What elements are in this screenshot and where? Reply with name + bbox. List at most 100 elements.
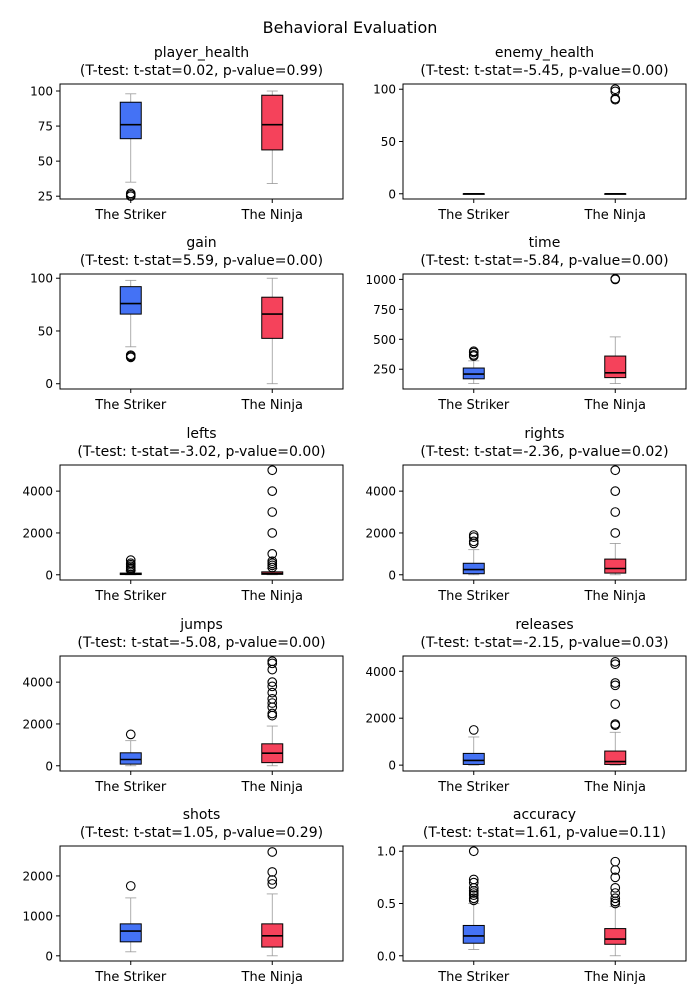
y-tick-label: 0 (45, 568, 53, 582)
outlier-point (267, 710, 278, 721)
outlier-point (610, 659, 621, 670)
iqr-box (604, 750, 627, 765)
axes-frame (402, 845, 687, 962)
outlier-point (267, 677, 278, 687)
axes-frame (59, 464, 344, 581)
outlier-point (125, 350, 136, 361)
box-ninja (261, 847, 284, 957)
iqr-box (604, 928, 627, 945)
y-tick-label: 2000 (365, 712, 396, 726)
subplot-gain: gain (T-test: t-stat=5.59, p-value=0.00) 0… (30, 235, 344, 413)
y-tick-label: 0.0 (377, 949, 396, 963)
x-tick-label: The Striker (437, 970, 510, 985)
x-tick-label: The Ninja (584, 208, 646, 223)
subplot-subtitle: (T-test: t-stat=1.61, p-value=0.11) (423, 825, 666, 841)
y-tick-label: 50 (38, 155, 53, 169)
x-tick-label: The Striker (94, 780, 167, 795)
subplot-title: accuracy (513, 807, 576, 823)
outlier-point (610, 719, 621, 729)
x-tick-label: The Striker (437, 208, 510, 223)
outlier-point (267, 549, 278, 559)
axes-frame (59, 845, 344, 962)
axes-frame (402, 464, 687, 581)
subplot-title: gain (186, 235, 216, 251)
box-striker (462, 725, 485, 766)
y-tick-label: 100 (30, 272, 53, 286)
outlier-point (610, 678, 621, 688)
box-striker (119, 279, 142, 363)
subplot-title: time (529, 235, 561, 251)
x-tick-label: The Ninja (584, 589, 646, 604)
iqr-box (119, 752, 142, 765)
subplot-subtitle: (T-test: t-stat=-5.45, p-value=0.00) (420, 63, 668, 79)
outlier-point (267, 867, 278, 877)
y-tick-label: 25 (38, 190, 53, 204)
outlier-point (610, 699, 621, 709)
y-tick-label: 50 (38, 324, 53, 338)
x-tick-label: The Ninja (241, 208, 303, 223)
y-tick-label: 2000 (22, 869, 53, 883)
subplot-subtitle: (T-test: t-stat=-2.36, p-value=0.02) (420, 444, 668, 460)
figure-title: Behavioral Evaluation (262, 18, 438, 37)
outlier-point (468, 536, 479, 547)
outlier-point (267, 847, 278, 857)
axes-frame (402, 655, 687, 772)
subplot-accuracy: accuracy (T-test: t-stat=1.61, p-value=0.… (377, 807, 687, 985)
y-tick-label: 1000 (365, 273, 396, 287)
axes-frame (402, 273, 687, 390)
outlier-point (610, 856, 621, 867)
iqr-box (119, 286, 142, 315)
subplot-title: jumps (179, 617, 223, 633)
box-ninja (261, 277, 284, 385)
outlier-point (610, 273, 621, 284)
y-tick-label: 0 (45, 759, 53, 773)
outlier-point (610, 528, 621, 538)
axes-frame (59, 83, 344, 200)
outlier-point (125, 555, 136, 565)
y-tick-label: 0 (45, 949, 53, 963)
y-tick-label: 50 (381, 135, 396, 149)
subplot-subtitle: (T-test: t-stat=-3.02, p-value=0.00) (77, 444, 325, 460)
y-tick-label: 2000 (22, 717, 53, 731)
box-ninja (604, 657, 627, 766)
outlier-point (267, 658, 278, 669)
subplot-subtitle: (T-test: t-stat=-5.84, p-value=0.00) (420, 253, 668, 269)
outlier-point (610, 893, 621, 904)
subplot-subtitle: (T-test: t-stat=-5.08, p-value=0.00) (77, 635, 325, 651)
y-tick-label: 0 (388, 759, 396, 773)
outlier-point (468, 346, 479, 357)
y-tick-label: 2000 (22, 526, 53, 540)
outlier-point (125, 558, 136, 569)
outlier-point (267, 486, 278, 496)
y-tick-label: 2000 (365, 526, 396, 540)
axes-frame (59, 273, 344, 390)
outlier-point (468, 725, 479, 735)
subplot-subtitle: (T-test: t-stat=-2.15, p-value=0.03) (420, 635, 668, 651)
outlier-point (610, 872, 621, 883)
box-striker (119, 881, 142, 953)
x-tick-label: The Striker (94, 970, 167, 985)
outlier-point (610, 680, 621, 691)
y-tick-label: 75 (38, 120, 53, 134)
outlier-point (125, 729, 136, 740)
box-striker (119, 555, 142, 576)
box-striker (462, 846, 485, 950)
outlier-point (468, 846, 479, 857)
outlier-point (468, 874, 479, 885)
x-tick-label: The Ninja (241, 780, 303, 795)
box-striker (119, 93, 142, 202)
subplot-enemy-health: enemy_health (T-test: t-stat=-5.45, p-val… (373, 45, 687, 223)
x-tick-label: The Striker (94, 589, 167, 604)
x-tick-label: The Ninja (241, 970, 303, 985)
subplot-title: enemy_health (495, 45, 594, 61)
box-ninja (604, 465, 627, 576)
y-tick-label: 4000 (365, 665, 396, 679)
x-tick-label: The Ninja (584, 970, 646, 985)
box-striker (462, 192, 485, 195)
x-tick-label: The Striker (94, 208, 167, 223)
box-ninja (261, 656, 284, 767)
y-tick-label: 4000 (22, 676, 53, 690)
outlier-point (267, 708, 278, 719)
axes-frame (402, 83, 687, 200)
iqr-box (462, 924, 485, 944)
